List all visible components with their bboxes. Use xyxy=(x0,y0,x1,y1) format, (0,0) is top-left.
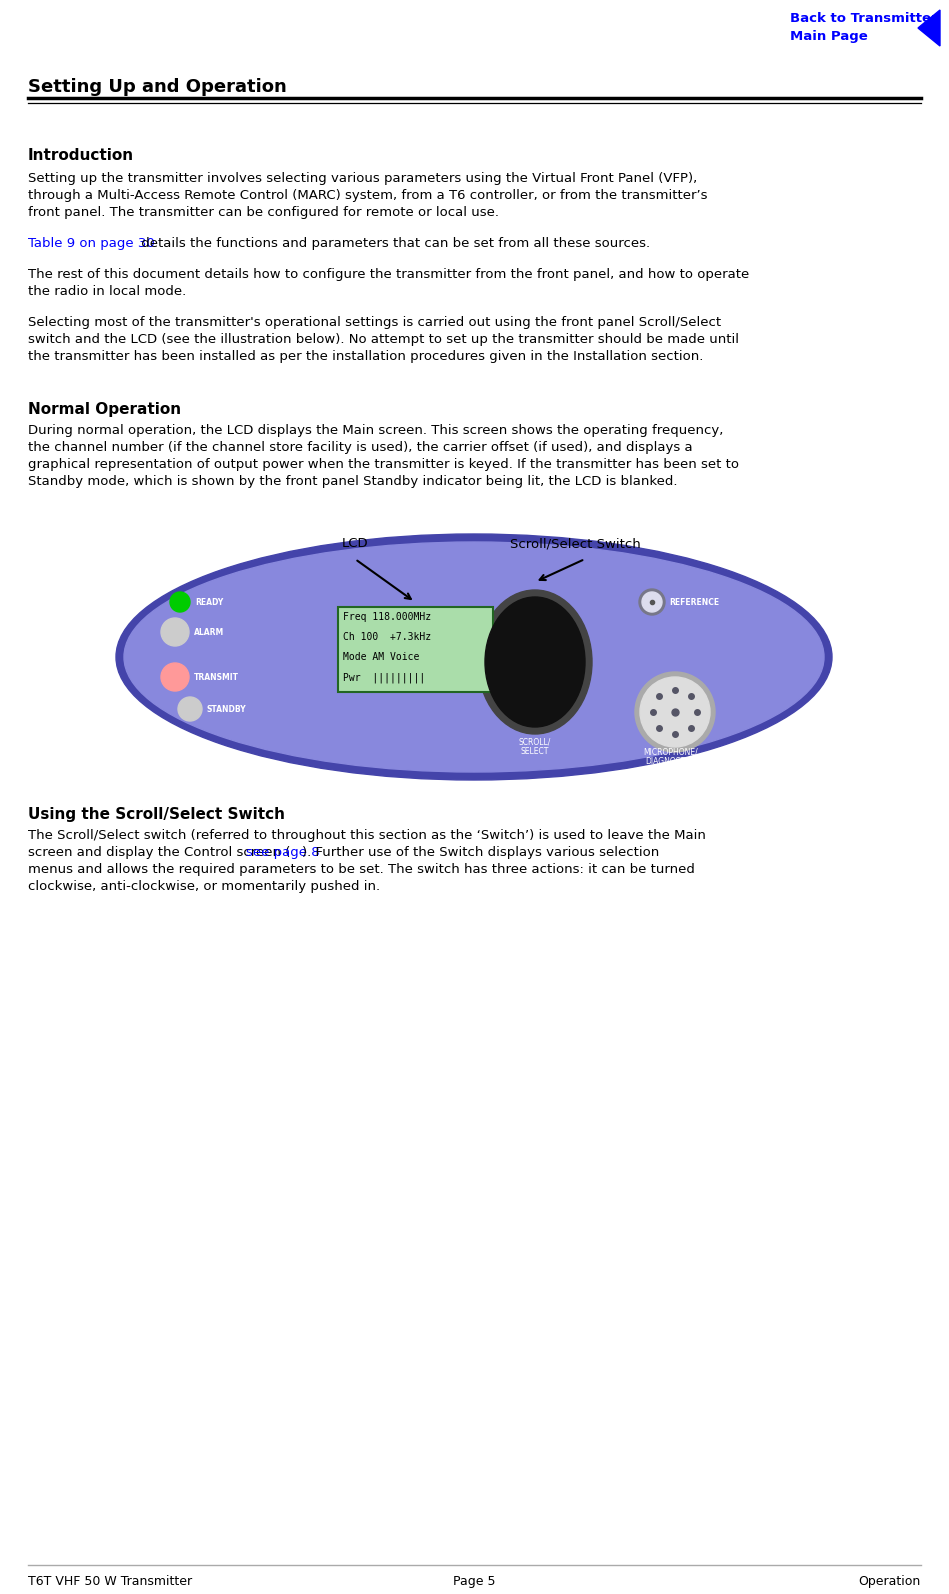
Text: TRANSMIT: TRANSMIT xyxy=(194,673,239,682)
Text: MICROPHONE/
DIAGNOSTICS: MICROPHONE/ DIAGNOSTICS xyxy=(643,748,698,767)
Text: through a Multi-Access Remote Control (MARC) system, from a T6 controller, or fr: through a Multi-Access Remote Control (M… xyxy=(28,190,708,202)
Circle shape xyxy=(635,673,715,752)
Text: The rest of this document details how to configure the transmitter from the fron: The rest of this document details how to… xyxy=(28,268,750,281)
Text: The Scroll/Select switch (referred to throughout this section as the ‘Switch’) i: The Scroll/Select switch (referred to th… xyxy=(28,829,706,842)
Circle shape xyxy=(161,663,189,692)
Ellipse shape xyxy=(124,542,824,771)
Text: the transmitter has been installed as per the installation procedures given in t: the transmitter has been installed as pe… xyxy=(28,351,703,363)
Text: switch and the LCD (see the illustration below). No attempt to set up the transm: switch and the LCD (see the illustration… xyxy=(28,333,739,346)
Text: the channel number (if the channel store facility is used), the carrier offset (: the channel number (if the channel store… xyxy=(28,442,693,454)
Text: front panel. The transmitter can be configured for remote or local use.: front panel. The transmitter can be conf… xyxy=(28,206,499,218)
Text: Using the Scroll/Select Switch: Using the Scroll/Select Switch xyxy=(28,807,285,823)
Text: Ch 100  +7.3kHz: Ch 100 +7.3kHz xyxy=(343,631,431,642)
Text: clockwise, anti-clockwise, or momentarily pushed in.: clockwise, anti-clockwise, or momentaril… xyxy=(28,880,381,893)
Text: ). Further use of the Switch displays various selection: ). Further use of the Switch displays va… xyxy=(303,846,660,859)
Text: Operation: Operation xyxy=(859,1575,921,1588)
Text: LCD: LCD xyxy=(342,537,368,550)
Text: Selecting most of the transmitter's operational settings is carried out using th: Selecting most of the transmitter's oper… xyxy=(28,316,721,328)
Circle shape xyxy=(640,677,710,748)
Text: Setting Up and Operation: Setting Up and Operation xyxy=(28,78,287,96)
Circle shape xyxy=(170,591,190,612)
FancyBboxPatch shape xyxy=(338,607,493,692)
Circle shape xyxy=(639,590,665,615)
Ellipse shape xyxy=(116,534,832,779)
Text: Table 9 on page 30: Table 9 on page 30 xyxy=(28,238,155,250)
Text: During normal operation, the LCD displays the Main screen. This screen shows the: During normal operation, the LCD display… xyxy=(28,424,723,437)
Text: REFERENCE: REFERENCE xyxy=(669,598,719,606)
Text: T6T VHF 50 W Transmitter: T6T VHF 50 W Transmitter xyxy=(28,1575,192,1588)
Text: Setting up the transmitter involves selecting various parameters using the Virtu: Setting up the transmitter involves sele… xyxy=(28,172,698,185)
Circle shape xyxy=(642,591,662,612)
Circle shape xyxy=(161,618,189,646)
Text: the radio in local mode.: the radio in local mode. xyxy=(28,285,186,298)
Text: Normal Operation: Normal Operation xyxy=(28,402,181,418)
Text: see page 8: see page 8 xyxy=(247,846,320,859)
Text: SCROLL/
SELECT: SCROLL/ SELECT xyxy=(519,736,551,757)
Ellipse shape xyxy=(485,598,585,727)
Text: Scroll/Select Switch: Scroll/Select Switch xyxy=(510,537,641,550)
Text: Page 5: Page 5 xyxy=(453,1575,495,1588)
Text: Standby mode, which is shown by the front panel Standby indicator being lit, the: Standby mode, which is shown by the fron… xyxy=(28,475,678,488)
Text: Freq 118.000MHz: Freq 118.000MHz xyxy=(343,612,431,622)
Text: Pwr  |||||||||: Pwr ||||||||| xyxy=(343,673,425,682)
Text: Back to Transmitter: Back to Transmitter xyxy=(790,13,938,26)
Ellipse shape xyxy=(478,590,592,733)
Text: Main Page: Main Page xyxy=(790,30,867,43)
Text: menus and allows the required parameters to be set. The switch has three actions: menus and allows the required parameters… xyxy=(28,862,695,877)
Text: graphical representation of output power when the transmitter is keyed. If the t: graphical representation of output power… xyxy=(28,457,739,470)
Text: Introduction: Introduction xyxy=(28,148,134,163)
Text: screen and display the Control screen (: screen and display the Control screen ( xyxy=(28,846,290,859)
Text: Mode AM Voice: Mode AM Voice xyxy=(343,652,419,662)
Text: READY: READY xyxy=(195,598,223,606)
Text: ALARM: ALARM xyxy=(194,628,224,636)
Text: details the functions and parameters that can be set from all these sources.: details the functions and parameters tha… xyxy=(137,238,650,250)
Polygon shape xyxy=(918,10,940,46)
Text: STANDBY: STANDBY xyxy=(207,705,247,714)
Circle shape xyxy=(178,697,202,720)
